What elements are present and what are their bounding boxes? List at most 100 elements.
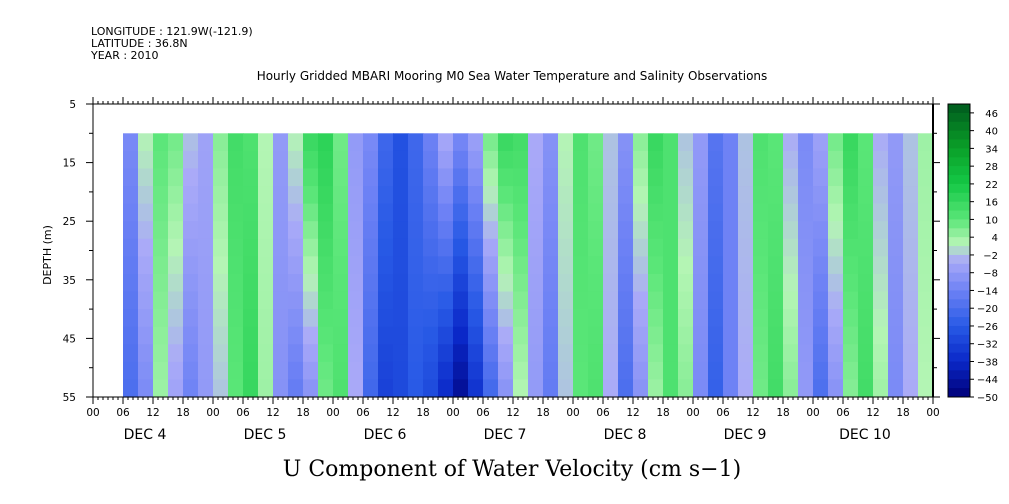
heatmap-cell [318,133,334,152]
heatmap-cell [888,238,904,257]
heatmap-cell [633,291,649,310]
heatmap-cell [153,326,169,345]
heatmap-cell [333,150,349,170]
heatmap-cell [903,291,919,310]
heatmap-cell [168,168,184,187]
heatmap-cell [213,186,229,205]
heatmap-cell [453,256,469,275]
heatmap-cell [558,344,574,363]
heatmap-cell [813,168,829,187]
heatmap-cell [123,238,139,257]
heatmap-cell [783,344,799,363]
heatmap-cell [798,186,814,205]
heatmap-cell [243,291,259,310]
heatmap-cell [273,309,289,328]
heatmap-cell [213,203,229,222]
heatmap-cell [483,273,499,293]
heatmap-cell [513,133,529,152]
heatmap-cell [513,379,529,398]
heatmap-cell [768,150,784,170]
heatmap-cell [738,309,754,328]
heatmap-cell [918,150,934,170]
heatmap-cell [243,309,259,328]
heatmap-cell [438,133,454,152]
heatmap-cell [498,309,514,328]
heatmap-cell [918,238,934,257]
heatmap-cell [123,150,139,170]
colorbar-label: −38 [977,357,998,368]
heatmap-cell [483,256,499,275]
heatmap-cell [783,256,799,275]
heatmap-cell [123,379,139,398]
heatmap-cell [288,168,304,187]
heatmap-cell [303,379,319,398]
colorbar-frame [947,103,971,398]
x-tick-label: 12 [146,407,159,419]
heatmap-cell [288,273,304,293]
heatmap-cell [588,273,604,293]
heatmap-cell [468,221,484,240]
x-tick-label: 18 [296,407,309,419]
heatmap-cell [258,326,274,345]
heatmap-cell [138,238,154,257]
heatmap-cell [618,309,634,328]
heatmap-cell [333,273,349,293]
heatmap-cell [648,186,664,205]
x-tick-label: 00 [326,407,339,419]
heatmap-cell [153,361,169,381]
heatmap-cell [873,273,889,293]
heatmap-cell [273,221,289,240]
heatmap-cell [528,379,544,398]
heatmap-cell [243,379,259,398]
heatmap-cell [348,291,364,310]
heatmap-cell [468,238,484,257]
heatmap-cell [333,186,349,205]
heatmap-cell [738,273,754,293]
heatmap-cell [663,309,679,328]
heatmap-cell [348,203,364,222]
x-tick-label: 00 [446,407,459,419]
heatmap-area [123,133,934,398]
colorbar-label: −2 [983,251,998,262]
heatmap-cell [378,379,394,398]
heatmap-cell [438,344,454,363]
heatmap-cell [723,238,739,257]
heatmap-cell [708,309,724,328]
heatmap-cell [423,168,439,187]
heatmap-cell [798,256,814,275]
heatmap-cell [333,168,349,187]
heatmap-cell [378,238,394,257]
heatmap-cell [633,344,649,363]
heatmap-cell [708,361,724,381]
heatmap-cell [813,291,829,310]
heatmap-cell [648,203,664,222]
heatmap-cell [633,309,649,328]
heatmap-cell [378,150,394,170]
heatmap-cell [708,168,724,187]
colorbar-swatch [948,183,970,194]
heatmap-cell [873,221,889,240]
heatmap-cell [273,133,289,152]
heatmap-cell [183,133,199,152]
colorbar-swatch [948,343,970,354]
heatmap-cell [438,326,454,345]
heatmap-cell [198,379,214,398]
heatmap-cell [558,203,574,222]
heatmap-cell [768,203,784,222]
heatmap-cell [318,186,334,205]
heatmap-cell [843,168,859,187]
heatmap-cell [453,291,469,310]
heatmap-cell [153,203,169,222]
heatmap-cell [168,273,184,293]
heatmap-cell [318,326,334,345]
heatmap-cell [738,291,754,310]
heatmap-cell [843,309,859,328]
colorbar-swatch [948,130,970,141]
colorbar-swatch [948,157,970,167]
heatmap-cell [558,133,574,152]
heatmap-cell [813,361,829,381]
heatmap-cell [363,168,379,187]
heatmap-cell [813,326,829,345]
heatmap-cell [903,256,919,275]
heatmap-cell [483,238,499,257]
